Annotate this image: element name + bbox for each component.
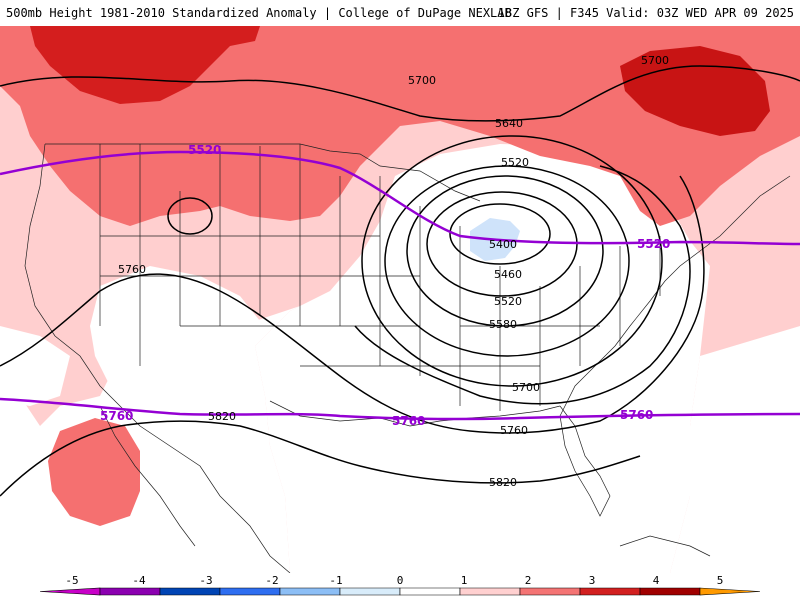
contour-labels: 5700 5640 5520 5400 5460 5520 5580 5700 … [118, 54, 669, 489]
purple-5520-line [0, 150, 800, 246]
colorbar-segment [459, 587, 521, 596]
baja-peninsula [99, 405, 196, 547]
anomaly-map: 5700 5640 5520 5400 5460 5520 5580 5700 … [0, 26, 800, 573]
anomaly-fill-white-left [0, 326, 70, 406]
colorbar-tick: 5 [717, 574, 724, 587]
purple-label-5520-east: 5520 [637, 237, 670, 251]
colorbar-tick: 3 [589, 574, 596, 587]
label-5640: 5640 [495, 117, 523, 130]
purple-label-5760-west: 5760 [100, 409, 133, 423]
colorbar-tick: 4 [653, 574, 660, 587]
west-coastline [24, 143, 141, 427]
label-5700-north: 5700 [408, 74, 436, 87]
colorbar-segment [219, 587, 281, 596]
gulf-coastline [269, 400, 561, 427]
contour-5700 [0, 65, 800, 405]
contour-5820 [0, 420, 641, 497]
colorbar-tick: -1 [329, 574, 342, 587]
anomaly-fill-salmon-southwest [48, 418, 140, 526]
colorbar-tick: -4 [132, 574, 146, 587]
colorbar: -5 -4 -3 -2 -1 0 1 2 3 4 5 [0, 573, 800, 600]
colorbar-segment [339, 587, 401, 596]
colorbar-segments [39, 587, 761, 596]
contour-5760 [0, 175, 705, 434]
model-run-info: 18Z GFS | F345 Valid: 03Z WED APR 09 202… [497, 6, 794, 20]
map-title: 500mb Height 1981-2010 Standardized Anom… [6, 6, 512, 20]
mexico-outline [139, 425, 291, 573]
colorbar-segment [639, 587, 701, 596]
label-5460: 5460 [494, 268, 522, 281]
label-5700-east: 5700 [641, 54, 669, 67]
purple-label-5520-west: 5520 [188, 143, 221, 157]
label-5820-south: 5820 [489, 476, 517, 489]
label-5520-bottom: 5520 [494, 295, 522, 308]
colorbar-tick: -5 [65, 574, 78, 587]
contour-5520-closed [406, 175, 604, 327]
colorbar-segment [699, 587, 761, 596]
colorbar-segment [39, 587, 101, 596]
contour-5580 [384, 165, 630, 357]
label-5760-west: 5760 [118, 263, 146, 276]
label-5700-south: 5700 [512, 381, 540, 394]
contour-small-ridge [167, 197, 213, 235]
header-bar: 500mb Height 1981-2010 Standardized Anom… [0, 0, 800, 26]
colorbar-tick: 1 [461, 574, 468, 587]
label-5400: 5400 [489, 238, 517, 251]
colorbar-segment [579, 587, 641, 596]
label-5820-west: 5820 [208, 410, 236, 423]
us-canada-border [45, 143, 481, 202]
climo-labels: 5520 5520 5760 5760 5760 [100, 143, 670, 428]
purple-label-5760-east: 5760 [620, 408, 653, 422]
climo-contours [0, 150, 800, 421]
colorbar-tick: 0 [397, 574, 404, 587]
purple-5760-line [0, 397, 800, 421]
contour-5640 [361, 135, 663, 387]
label-5580: 5580 [489, 318, 517, 331]
anomaly-fill-darkred-northwest [30, 26, 260, 104]
colorbar-segment [399, 587, 461, 596]
colorbar-segment [99, 587, 161, 596]
label-5520-top: 5520 [501, 156, 529, 169]
cuba-outline [619, 535, 711, 557]
colorbar-segment [279, 587, 341, 596]
colorbar-tick: -3 [199, 574, 212, 587]
label-5760-south: 5760 [500, 424, 528, 437]
colorbar-tick: 2 [525, 574, 532, 587]
contour-5400 [449, 203, 551, 265]
colorbar-segment [159, 587, 221, 596]
purple-label-5760-mid: 5760 [392, 414, 425, 428]
colorbar-segment [519, 587, 581, 596]
colorbar-ticks: -5 -4 -3 -2 -1 0 1 2 3 4 5 [65, 574, 723, 587]
colorbar-tick: -2 [265, 574, 278, 587]
anomaly-fill-white-west [90, 266, 260, 396]
anomaly-fill-darkred-northeast [620, 46, 770, 136]
